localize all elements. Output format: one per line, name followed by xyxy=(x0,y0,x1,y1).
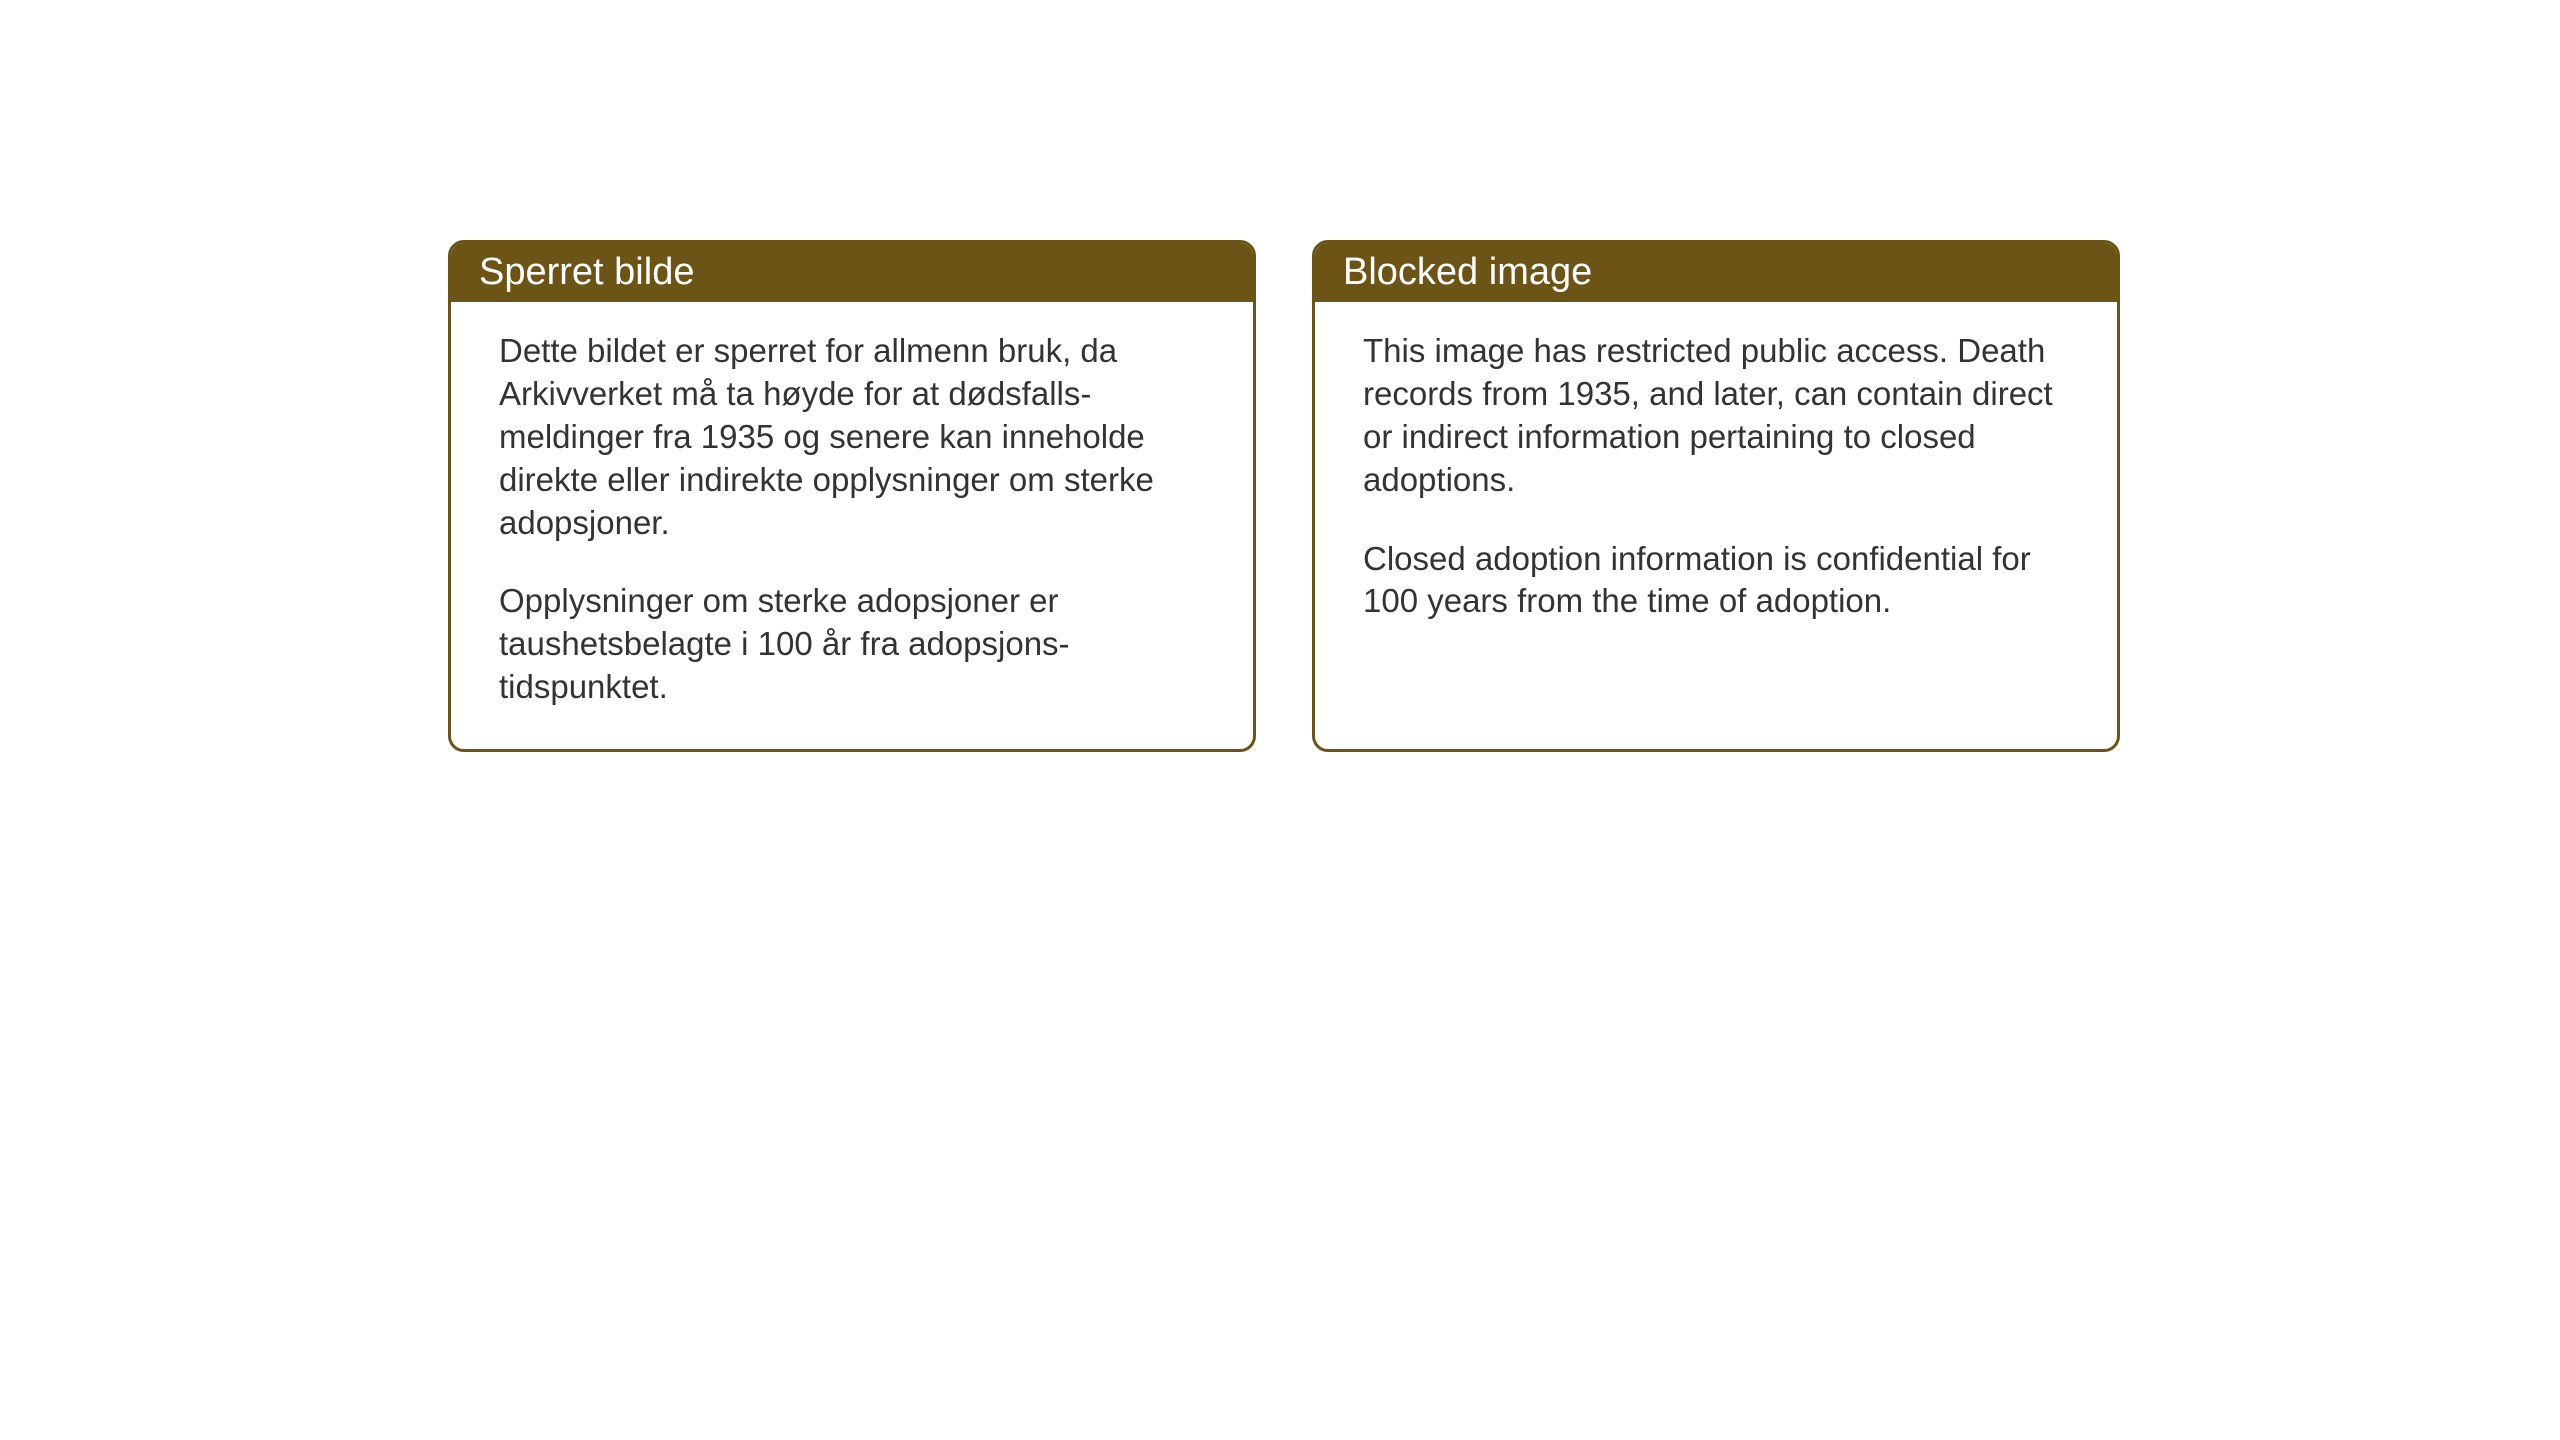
notice-paragraph: Dette bildet er sperret for allmenn bruk… xyxy=(499,330,1205,544)
notice-box-norwegian: Sperret bilde Dette bildet er sperret fo… xyxy=(448,240,1256,752)
notice-body-english: This image has restricted public access.… xyxy=(1315,302,2117,663)
notice-paragraph: Closed adoption information is confident… xyxy=(1363,538,2069,624)
notice-paragraph: This image has restricted public access.… xyxy=(1363,330,2069,502)
notice-header-english: Blocked image xyxy=(1315,243,2117,302)
notice-box-english: Blocked image This image has restricted … xyxy=(1312,240,2120,752)
notice-body-norwegian: Dette bildet er sperret for allmenn bruk… xyxy=(451,302,1253,749)
notice-header-norwegian: Sperret bilde xyxy=(451,243,1253,302)
notice-paragraph: Opplysninger om sterke adopsjoner er tau… xyxy=(499,580,1205,709)
notice-container: Sperret bilde Dette bildet er sperret fo… xyxy=(0,0,2560,752)
